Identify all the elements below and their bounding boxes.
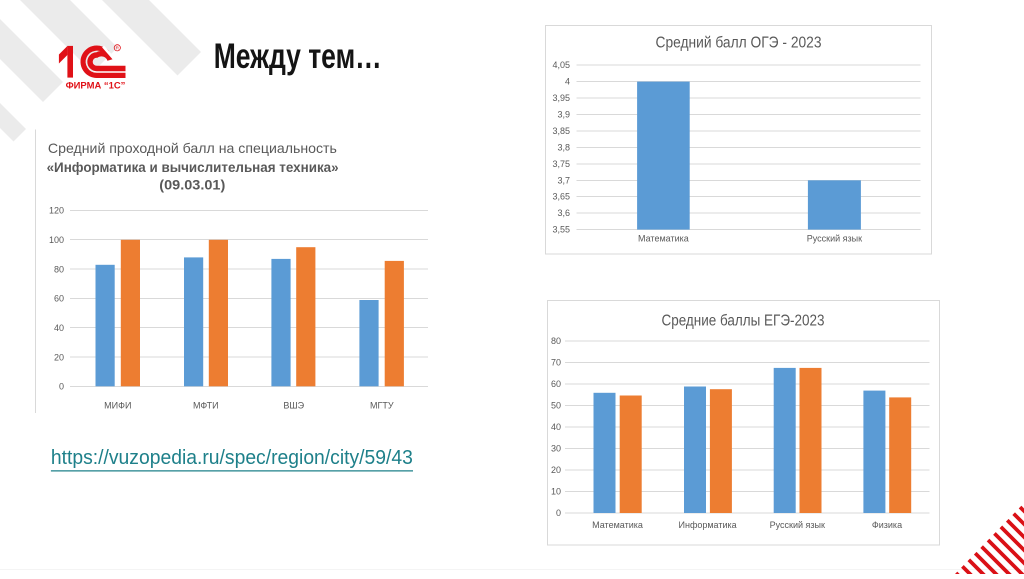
svg-text:40: 40 [54, 323, 64, 333]
svg-text:(09.03.01): (09.03.01) [159, 176, 225, 192]
svg-text:0: 0 [556, 508, 561, 518]
svg-text:Русский язык: Русский язык [770, 520, 825, 530]
svg-text:Между тем…: Между тем… [214, 37, 382, 76]
svg-text:3,9: 3,9 [557, 110, 570, 120]
svg-text:R: R [116, 46, 119, 51]
svg-text:60: 60 [54, 294, 64, 304]
svg-text:70: 70 [551, 358, 561, 368]
svg-text:50: 50 [551, 401, 561, 411]
svg-text:3,55: 3,55 [552, 225, 570, 235]
svg-text:80: 80 [54, 265, 64, 275]
svg-text:3,8: 3,8 [557, 143, 570, 153]
svg-text:«Информатика и вычислительная: «Информатика и вычислительная техника» [47, 159, 339, 175]
svg-text:10: 10 [551, 487, 561, 497]
svg-text:20: 20 [54, 353, 64, 363]
svg-text:Средние баллы ЕГЭ-2023: Средние баллы ЕГЭ-2023 [662, 312, 825, 329]
svg-text:3,95: 3,95 [552, 93, 570, 103]
svg-text:100: 100 [49, 235, 64, 245]
svg-text:Математика: Математика [592, 520, 643, 530]
svg-text:3,65: 3,65 [552, 192, 570, 202]
svg-text:Информатика: Информатика [679, 520, 737, 530]
svg-text:120: 120 [49, 206, 64, 216]
svg-text:Средний балл ОГЭ - 2023: Средний балл ОГЭ - 2023 [656, 35, 822, 52]
svg-text:МИФИ: МИФИ [104, 401, 131, 411]
svg-text:40: 40 [551, 422, 561, 432]
svg-text:20: 20 [551, 465, 561, 475]
svg-text:Физика: Физика [872, 520, 902, 530]
svg-text:ФИРМА “1С”: ФИРМА “1С” [66, 81, 126, 91]
svg-text:3,85: 3,85 [552, 126, 570, 136]
svg-text:Средний проходной балл на спец: Средний проходной балл на специальность [48, 140, 337, 156]
svg-text:80: 80 [551, 336, 561, 346]
svg-text:4: 4 [565, 77, 570, 87]
svg-text:МФТИ: МФТИ [193, 401, 219, 411]
svg-text:Математика: Математика [638, 234, 689, 244]
svg-text:30: 30 [551, 444, 561, 454]
svg-text:ВШЭ: ВШЭ [283, 401, 304, 411]
svg-text:МГТУ: МГТУ [370, 401, 394, 411]
svg-text:Русский язык: Русский язык [807, 234, 862, 244]
svg-text:4,05: 4,05 [552, 60, 570, 70]
svg-text:3,75: 3,75 [552, 159, 570, 169]
svg-text:3,7: 3,7 [557, 176, 570, 186]
svg-text:0: 0 [59, 382, 64, 392]
svg-text:3,6: 3,6 [557, 208, 570, 218]
svg-text:60: 60 [551, 379, 561, 389]
svg-text:https://vuzopedia.ru/spec/regi: https://vuzopedia.ru/spec/region/city/59… [51, 447, 413, 469]
